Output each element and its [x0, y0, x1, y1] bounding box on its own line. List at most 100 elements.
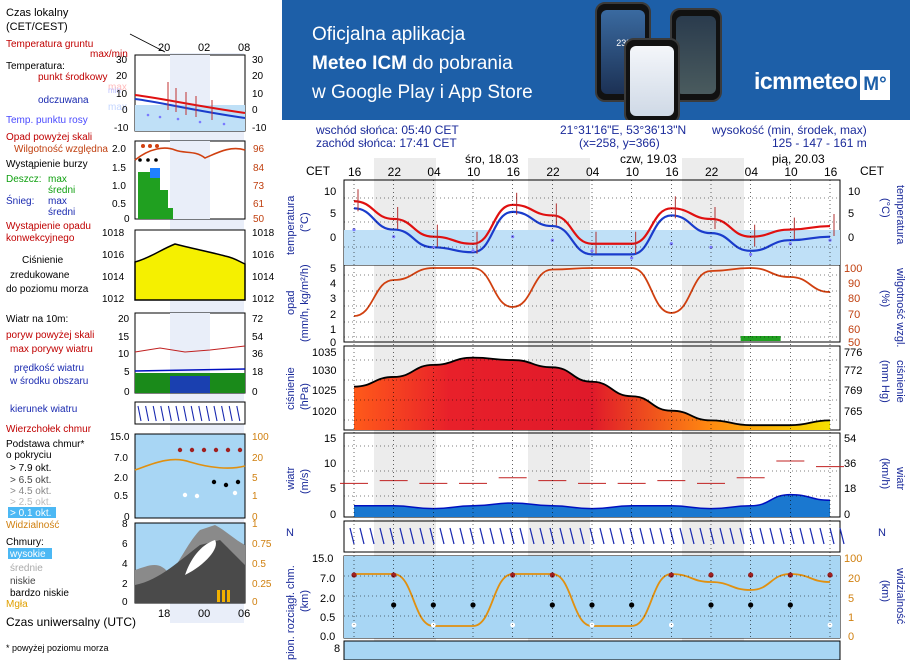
wind-arrow-11: [449, 527, 455, 545]
grid-lines: [344, 180, 840, 638]
pressure-unit-right: (mm Hg): [879, 360, 891, 403]
wind-arrow-39: [729, 527, 735, 545]
elevation-values: 125 - 147 - 161 m: [772, 136, 867, 150]
legend-rain: Deszcz:: [6, 174, 42, 185]
tick: 1018: [102, 228, 125, 239]
legend-dew: Temp. punktu rosy: [6, 115, 88, 126]
legend-wind-ticks: 20 15 10 5 0 72 54 36 18 0: [118, 314, 264, 398]
legend-cloudbase-ticks: 15.0 7.0 2.0 0.5 0 100 20 5 1 0: [110, 432, 269, 523]
tick: 54: [252, 332, 264, 343]
legend-precip-panel: [134, 140, 246, 220]
tick: 1.5: [112, 163, 126, 174]
grid-point: (x=258, y=366): [579, 136, 660, 150]
tick: 1: [330, 324, 336, 336]
legend-pressure: Ciśnienie: [22, 255, 64, 266]
legend-utc-tick-1: 18: [158, 608, 170, 620]
tick: 73: [253, 181, 265, 192]
tick: 0: [844, 509, 850, 521]
legend-utc: Czas uniwersalny (UTC): [6, 615, 136, 629]
cet-label-left: CET: [306, 164, 331, 178]
legend-clouds: Chmury:: [6, 537, 44, 548]
tick: 20: [118, 314, 130, 325]
hour-tick-5: 16: [507, 165, 521, 179]
legend-footnote: * powyżej poziomu morza: [6, 643, 109, 653]
wdir-label: N: [286, 527, 294, 539]
legend-cl-mid: średnie: [10, 563, 43, 574]
wind-arrow-2: [359, 527, 365, 545]
legend-wind-panel: [134, 312, 246, 394]
tick: 36: [844, 458, 856, 470]
cloud-unit: (km): [299, 590, 311, 612]
tick: 0.5: [114, 491, 128, 502]
wind-arrow-28: [619, 527, 625, 545]
app-banner[interactable]: Oficjalna aplikacja Meteo ICM do pobrani…: [282, 0, 910, 120]
tick: 61: [253, 199, 265, 210]
legend-pressure-panel: [134, 229, 246, 301]
tick: 1016: [102, 250, 125, 261]
legend-cloud-base: Podstawa chmur*: [6, 439, 84, 450]
wind-arrow-48: [819, 527, 825, 545]
legend-time-tick-1: 20: [158, 42, 170, 54]
temp-label: temperatura: [285, 195, 297, 255]
hour-ticks: 16 22 04 10 16 22 04 10 16 22 04 10 16: [348, 165, 838, 179]
tick: 0: [252, 387, 258, 398]
hour-tick-11: 04: [745, 165, 759, 179]
dew-point-1: [352, 227, 356, 232]
tick: 72: [252, 314, 264, 325]
tick: -10: [252, 123, 267, 134]
tick: 70: [848, 309, 860, 321]
legend-time-label: Czas lokalny: [6, 7, 69, 19]
wind-arrow-22: [559, 527, 565, 545]
tick: 1: [252, 519, 258, 530]
legend-utc-tick-2: 00: [198, 608, 210, 620]
legend-gust-max: max porywy wiatru: [10, 344, 93, 355]
vis-label: widzialność: [894, 567, 906, 625]
tick: 2: [122, 579, 128, 590]
tick: 10: [118, 349, 130, 360]
temp-ticks: 10 5 0 10 5 0: [324, 186, 860, 244]
tick: 50: [848, 337, 860, 349]
day-1: śro, 18.03: [465, 152, 519, 166]
tick: 0.75: [252, 539, 272, 550]
tick: 0: [848, 232, 854, 244]
legend-gust-above: poryw powyżej skali: [6, 330, 94, 341]
tick: 1012: [252, 294, 275, 305]
wdir-label-right: N: [878, 527, 886, 539]
dew-point-3: [431, 245, 435, 249]
dew-point-7: [590, 249, 594, 253]
tick: 1018: [252, 228, 275, 239]
wind-arrow-26: [599, 527, 605, 545]
tick: 0: [124, 214, 130, 225]
legend-feels-max: max: [108, 102, 127, 113]
wind-arrow-44: [779, 527, 785, 545]
wind-arrow-12: [459, 527, 465, 545]
legend-snow-avg: średni: [48, 207, 75, 218]
hour-tick-1: 16: [348, 165, 362, 179]
legend-cl-low: niskie: [10, 576, 36, 587]
legend-arrow-5: [167, 405, 172, 422]
wind-arrow-45: [789, 527, 795, 545]
coordinates: 21°31'16"E, 53°36'13"N: [560, 123, 687, 137]
wind-arrow-14: [479, 527, 485, 545]
tick: 1030: [312, 365, 336, 377]
legend-temp: Temperatura:: [6, 61, 65, 72]
tick: 20: [116, 71, 128, 82]
day-3: pią, 20.03: [772, 152, 825, 166]
legend-arrow-8: [190, 405, 195, 422]
precip-label: opad: [285, 291, 297, 315]
tick: 30: [252, 55, 264, 66]
legend-arrow-13: [228, 405, 233, 422]
tick: 1020: [312, 406, 336, 418]
hour-tick-2: 22: [388, 165, 402, 179]
tick: 769: [844, 385, 862, 397]
legend-precip-ticks: 2.0 1.5 1.0 0.5 0 96 84 73 61 50: [112, 144, 265, 225]
wind-unit-right: (km/h): [879, 458, 891, 489]
legend-clouds-panel: [134, 522, 246, 604]
wind-ticks: 15 10 5 0 54 36 18 0: [324, 433, 856, 521]
hum-unit: (%): [879, 290, 891, 307]
tick: 10: [848, 186, 860, 198]
legend-arrow-10: [205, 405, 210, 422]
cet-label-right: CET: [860, 164, 885, 178]
wind-arrow-40: [739, 527, 745, 545]
hour-tick-9: 16: [665, 165, 679, 179]
